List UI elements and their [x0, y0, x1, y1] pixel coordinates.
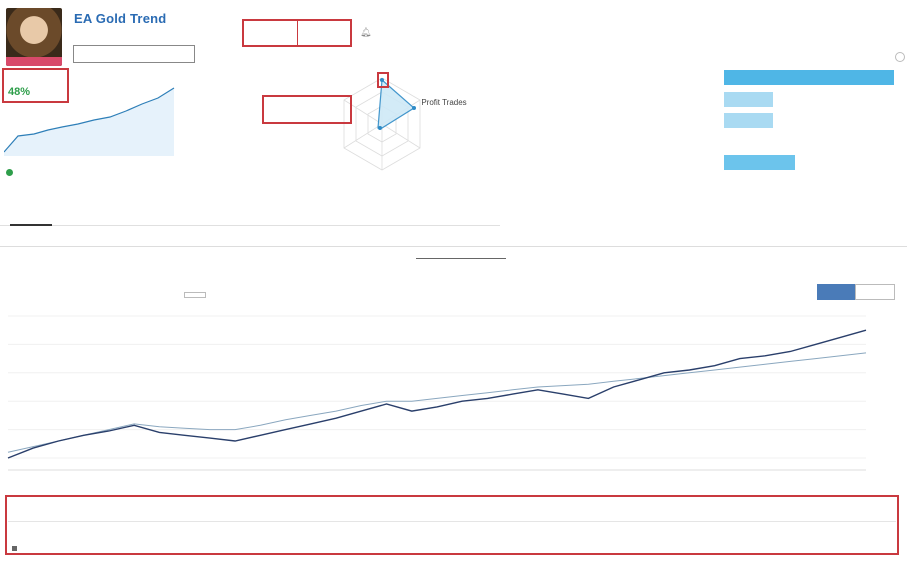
radar-left-highlight	[262, 95, 352, 124]
radar-top-highlight	[377, 72, 389, 88]
growth-highlight	[2, 68, 69, 103]
period-scroll-indicator[interactable]	[416, 258, 506, 259]
copy-button[interactable]	[73, 45, 195, 63]
summary-slider[interactable]	[184, 292, 206, 298]
growth-sparkline	[4, 87, 175, 156]
bell-icon[interactable]: 🔔︎	[360, 27, 372, 37]
status-icon	[6, 169, 13, 176]
indicator-divider	[297, 20, 298, 46]
period-divider	[0, 246, 907, 247]
page-title[interactable]: EA Gold Trend	[74, 11, 167, 26]
toggle-left[interactable]	[817, 284, 855, 300]
footer-square-icon	[12, 546, 17, 551]
bar-fill-3	[724, 113, 773, 128]
bar-fill-5	[724, 155, 795, 170]
balance-chart	[7, 315, 867, 471]
scroll-handle-icon[interactable]	[895, 52, 905, 62]
bar-fill-1	[724, 70, 894, 85]
avatar	[6, 8, 62, 66]
radar-right-label: Profit Trades	[421, 98, 467, 107]
growth-value: 48%	[8, 86, 31, 98]
series-line-1	[7, 329, 867, 459]
table-highlight	[5, 495, 899, 555]
toggle-right[interactable]	[855, 284, 895, 300]
series-line-2	[7, 352, 867, 453]
radar-chart	[343, 77, 421, 171]
bar-fill-2	[724, 92, 773, 107]
avatar-badge	[6, 57, 62, 66]
table-row-divider	[8, 521, 896, 522]
active-tab-indicator	[10, 224, 52, 226]
tab-bar	[0, 200, 500, 226]
